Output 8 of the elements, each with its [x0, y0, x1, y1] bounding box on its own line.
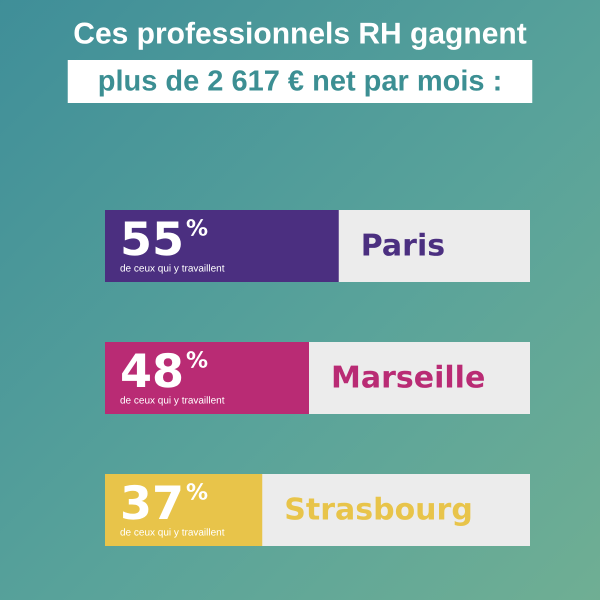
y-tick-label: Paris	[360, 228, 446, 264]
chart-title: Ces professionnels RH gagnent	[73, 18, 527, 50]
y-tick-label: Strasbourg	[284, 492, 473, 528]
data-label: 48% de ceux qui y travaillent	[120, 344, 225, 406]
y-tick-label: Marseille	[331, 360, 486, 396]
data-label: 55% de ceux qui y travaillent	[120, 212, 225, 274]
chart-subtitle: plus de 2 617 € net par mois :	[98, 66, 502, 98]
data-label: 37% de ceux qui y travaillent	[120, 476, 225, 538]
